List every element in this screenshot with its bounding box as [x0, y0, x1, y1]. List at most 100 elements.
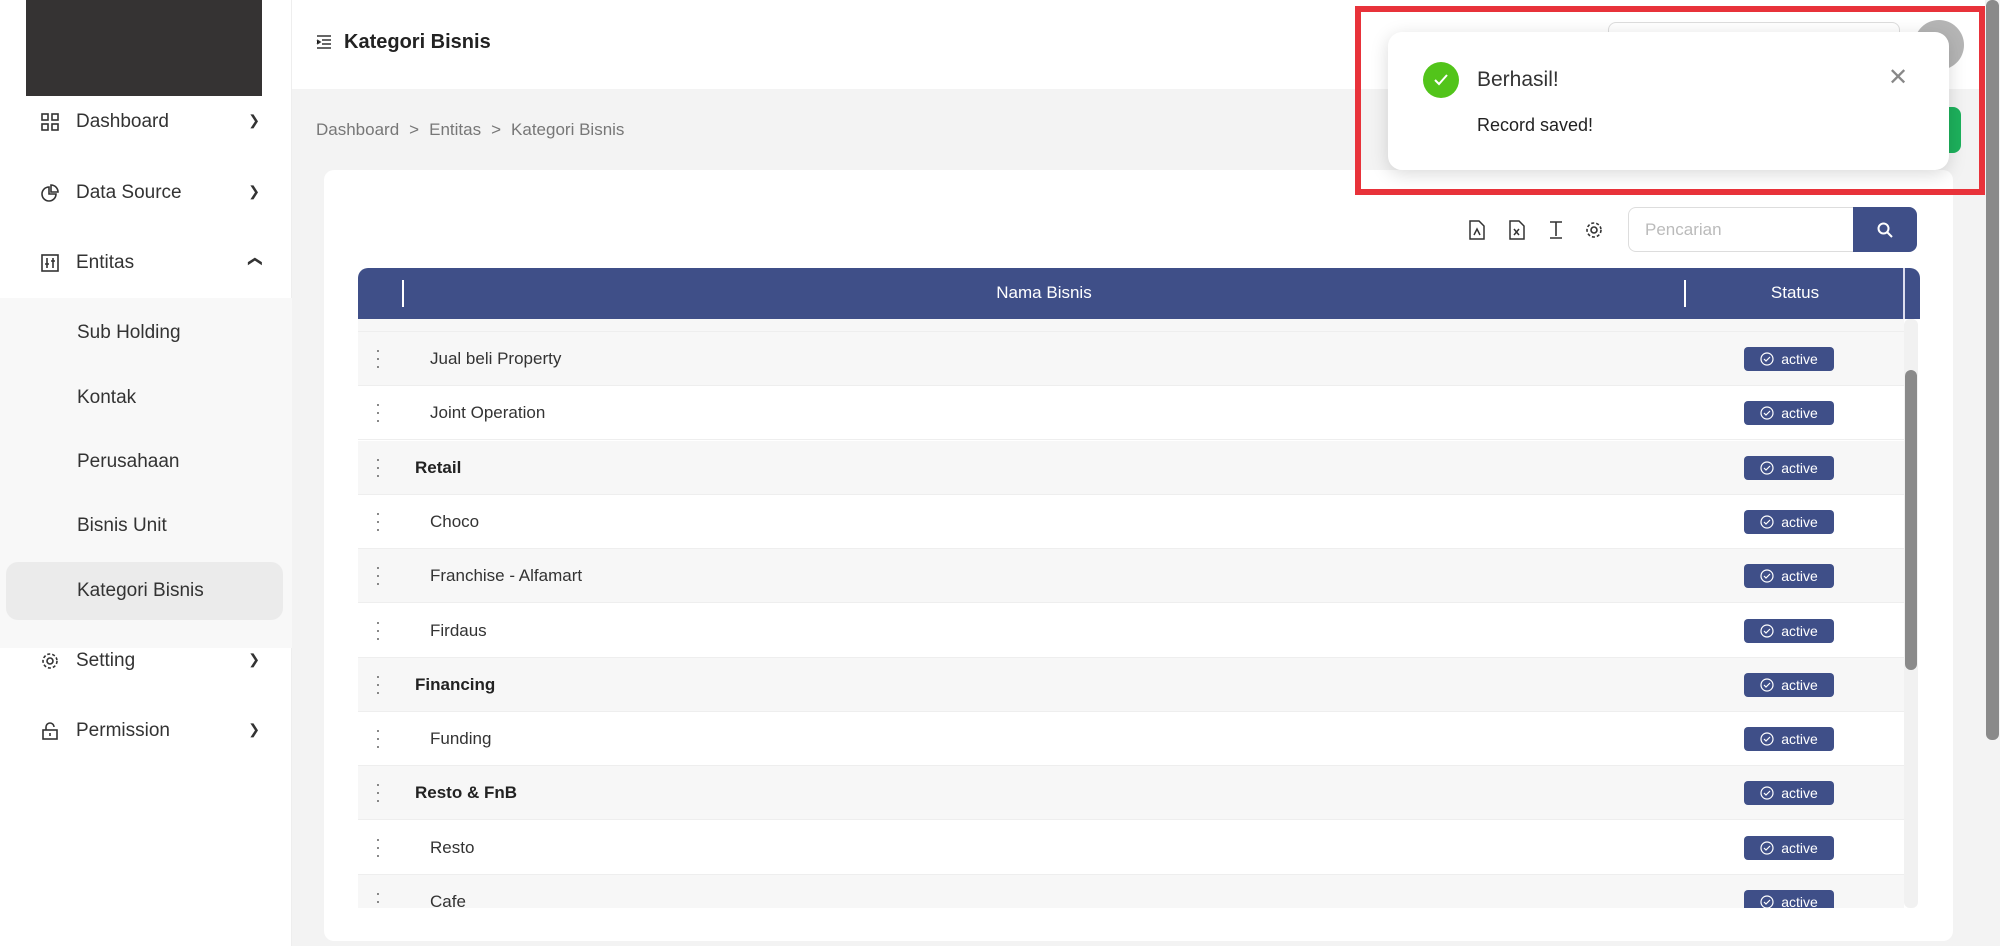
chevron-down-icon: ❯	[248, 651, 260, 667]
subitem-label: Bisnis Unit	[77, 515, 167, 536]
check-circle-icon	[1760, 786, 1774, 800]
table-body: · · · Jual beli Property active · · · Joint Oper…	[358, 319, 1904, 908]
excel-icon[interactable]	[1505, 218, 1529, 242]
sidebar-item-permission[interactable]: Permission ❯	[0, 703, 292, 759]
toast-notification: Berhasil! Record saved! ✕	[1388, 32, 1949, 170]
sidebar-item-entitas[interactable]: Entitas ❯	[0, 235, 292, 291]
status-label: active	[1781, 785, 1818, 802]
search-icon	[1877, 222, 1893, 238]
sidebar-subitem-sub-holding[interactable]: Sub Holding	[0, 304, 292, 362]
more-vertical-icon[interactable]: ···	[375, 611, 381, 648]
lock-icon	[40, 721, 60, 741]
row-name: Financing	[415, 674, 496, 694]
subitem-label: Kategori Bisnis	[77, 580, 204, 601]
sidebar-subitem-perusahaan[interactable]: Perusahaan	[0, 433, 292, 491]
sidebar-item-setting[interactable]: Setting ❯	[0, 633, 292, 689]
table-row[interactable]: · · · Joint Operation active	[358, 386, 1904, 441]
more-vertical-icon[interactable]: ···	[375, 448, 381, 485]
check-circle-icon	[1760, 895, 1774, 908]
breadcrumb-dashboard[interactable]: Dashboard	[316, 120, 400, 139]
check-circle-icon	[1760, 460, 1774, 475]
menu-toggle-icon[interactable]	[316, 34, 332, 55]
chevron-down-icon: ❯	[248, 183, 260, 199]
sidebar-item-label: Dashboard	[76, 111, 169, 132]
breadcrumb: Dashboard > Entitas > Kategori Bisnis	[316, 120, 634, 140]
highlight-box	[1355, 6, 1985, 195]
sidebar-item-data-source[interactable]: Data Source ❯	[0, 165, 292, 221]
column-header-status[interactable]: Status	[1770, 283, 1820, 302]
text-height-icon[interactable]	[1544, 218, 1568, 242]
status-label: active	[1781, 568, 1818, 585]
table-row[interactable]: · · · Retail active	[358, 440, 1904, 495]
status-badge: active	[1744, 781, 1834, 806]
more-vertical-icon[interactable]: ···	[375, 394, 381, 431]
more-vertical-icon[interactable]: ···	[375, 774, 381, 811]
status-badge: active	[1744, 401, 1834, 426]
table-row[interactable]: · · · Financing active	[358, 657, 1904, 712]
status-badge: active	[1744, 618, 1834, 643]
check-circle-icon	[1760, 678, 1774, 692]
search-input[interactable]	[1628, 207, 1854, 252]
status-badge: active	[1744, 564, 1834, 589]
sidebar-subitem-bisnis-unit[interactable]: Bisnis Unit	[0, 497, 292, 555]
check-circle-icon	[1760, 406, 1774, 420]
check-circle-icon	[1760, 623, 1774, 638]
table-scrollbar-thumb[interactable]	[1905, 370, 1917, 670]
status-label: active	[1781, 622, 1818, 639]
table-row[interactable]: · · · Franchise - Alfamart active	[358, 549, 1904, 604]
sidebar-item-label: Data Source	[76, 182, 182, 203]
row-name: Joint Operation	[430, 403, 546, 423]
status-label: active	[1781, 676, 1818, 693]
subitem-label: Perusahaan	[77, 451, 180, 472]
check-circle-icon	[1423, 62, 1459, 98]
status-badge: active	[1744, 890, 1834, 908]
column-header-nama-bisnis[interactable]: Nama Bisnis	[996, 283, 1092, 302]
breadcrumb-entitas[interactable]: Entitas	[429, 120, 482, 139]
status-label: active	[1781, 894, 1818, 908]
page-title: Kategori Bisnis	[344, 31, 491, 53]
sliders-icon	[40, 253, 60, 273]
close-icon[interactable]: ✕	[1888, 64, 1909, 91]
table-row[interactable]: · · · Choco active	[358, 495, 1904, 549]
row-name: Cafe	[430, 892, 466, 908]
sidebar-item-label: Setting	[76, 650, 136, 671]
row-name: Resto & FnB	[415, 783, 517, 803]
page-scrollbar-thumb[interactable]	[1986, 0, 1999, 740]
table-row[interactable]: · · · Resto & FnB active	[358, 766, 1904, 821]
status-badge: active	[1744, 347, 1834, 371]
check-circle-icon	[1760, 569, 1774, 583]
sidebar-subitem-kontak[interactable]: Kontak	[0, 369, 292, 427]
check-circle-icon	[1760, 732, 1774, 746]
more-vertical-icon[interactable]: ···	[375, 665, 381, 702]
table-row[interactable]: · · · Resto active	[358, 821, 1904, 875]
table-row[interactable]: ··· Cafe active	[358, 875, 1904, 908]
status-label: active	[1781, 405, 1818, 422]
sidebar-item-dashboard[interactable]: Dashboard ❯	[0, 94, 292, 150]
table-row[interactable]: · · · Funding active	[358, 712, 1904, 767]
table-row[interactable]: · · · Firdaus active	[358, 604, 1904, 658]
breadcrumb-separator: >	[491, 120, 502, 139]
chevron-up-icon: ❯	[245, 255, 262, 268]
toast-message: Record saved!	[1477, 115, 1594, 135]
status-badge: active	[1744, 672, 1834, 697]
sidebar: Dashboard ❯ Data Source ❯ Entitas ❯ Sub …	[0, 0, 292, 946]
more-vertical-icon[interactable]: ···	[375, 340, 381, 376]
gear-icon[interactable]	[1582, 218, 1606, 242]
status-badge: active	[1744, 727, 1834, 752]
check-circle-icon	[1760, 841, 1774, 855]
sidebar-subitem-kategori-bisnis[interactable]: Kategori Bisnis	[6, 562, 283, 620]
more-vertical-icon[interactable]: ···	[375, 720, 381, 757]
search-button[interactable]	[1853, 207, 1917, 252]
more-vertical-icon[interactable]: ···	[375, 502, 381, 539]
more-vertical-icon[interactable]: ···	[375, 883, 381, 908]
status-label: active	[1781, 839, 1818, 856]
table-row[interactable]: · · · Jual beli Property active	[358, 332, 1904, 386]
more-vertical-icon[interactable]: ···	[375, 828, 381, 865]
more-vertical-icon[interactable]: ···	[375, 557, 381, 594]
grid-icon	[40, 112, 60, 132]
breadcrumb-current: Kategori Bisnis	[511, 120, 625, 139]
chevron-down-icon: ❯	[248, 721, 260, 737]
row-name: Resto	[430, 837, 475, 857]
pdf-icon[interactable]	[1465, 218, 1489, 242]
status-label: active	[1781, 731, 1818, 748]
